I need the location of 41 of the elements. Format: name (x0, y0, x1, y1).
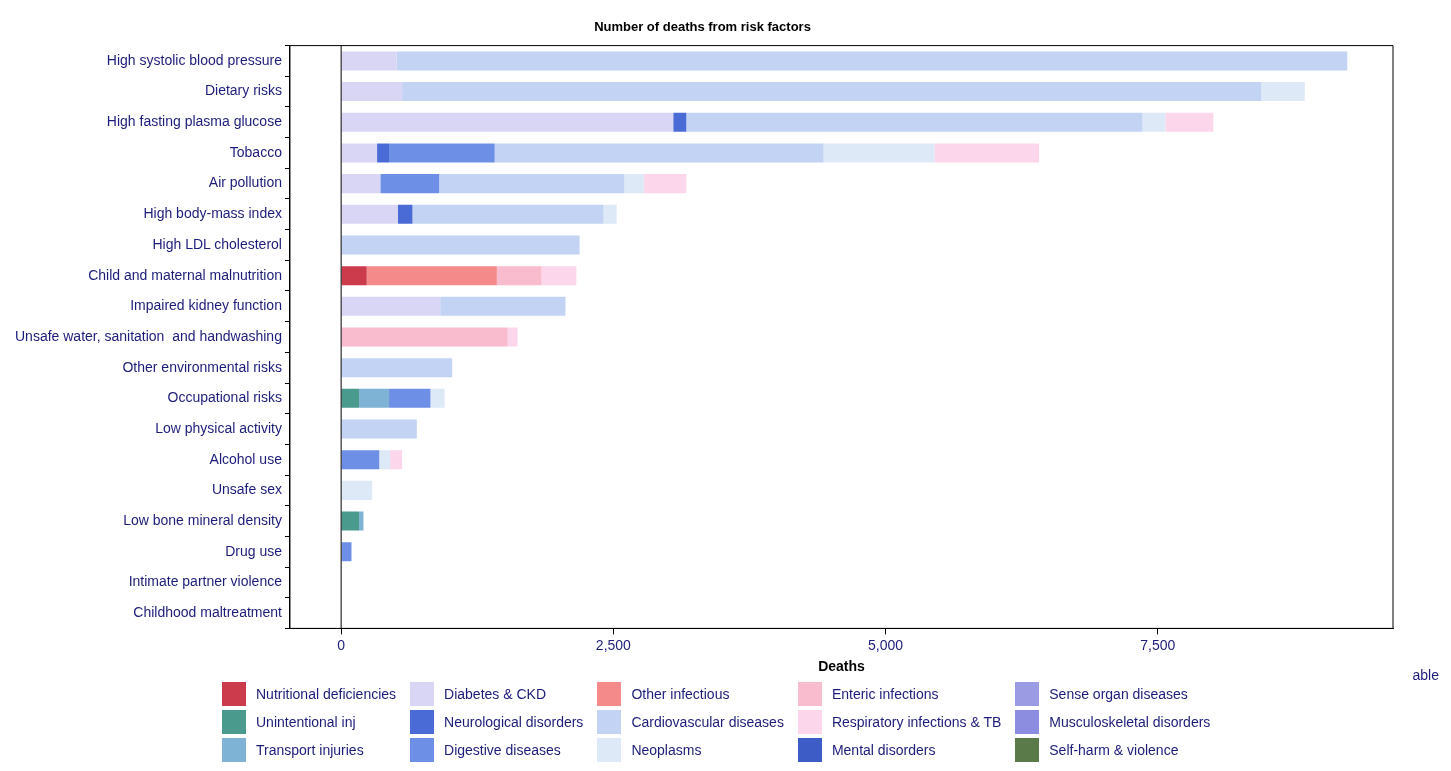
legend-label: Enteric infections (831, 686, 939, 702)
y-tick-label: Childhood maltreatment (133, 603, 283, 620)
y-tick-label: High systolic blood pressure (106, 51, 283, 68)
legend-label: Transport injuries (256, 742, 364, 758)
y-tick-label: Low physical activity (155, 419, 282, 436)
y-tick-label: Alcohol use (209, 450, 283, 467)
y-tick-label: Unsafe water, sanitation and handwashing (14, 327, 282, 344)
y-tick-label: Impaired kidney function (130, 297, 282, 314)
legend-label: Other infectious (631, 686, 730, 702)
x-tick-label: 0 (337, 636, 346, 653)
x-tick-label: 2,500 (595, 636, 632, 653)
x-tick-label: 5,000 (868, 636, 904, 653)
text: able (1412, 667, 1440, 684)
y-tick-label: Occupational risks (167, 389, 282, 406)
y-tick-label: Intimate partner violence (128, 573, 283, 590)
chart-title: Number of deaths from risk factors (594, 19, 811, 35)
y-tick-label: Child and maternal malnutrition (88, 266, 282, 283)
legend-label: Sense organ diseases (1049, 686, 1188, 702)
x-tick-label: 7,500 (1140, 636, 1176, 653)
y-tick-label: Low bone mineral density (123, 511, 282, 528)
y-tick-label: Dietary risks (204, 82, 282, 99)
legend-label: Unintentional inj (256, 714, 356, 730)
x-axis-title: Deaths (818, 658, 866, 675)
legend-label: Respiratory infections & TB (831, 714, 1002, 730)
legend-label: Self-harm & violence (1049, 742, 1179, 758)
legend-label: Diabetes & CKD (444, 686, 547, 702)
y-tick-label: High LDL cholesterol (152, 235, 282, 252)
y-tick-label: High body-mass index (143, 205, 282, 222)
y-tick-label: Other environmental risks (122, 358, 282, 375)
y-tick-label: Drug use (225, 542, 283, 559)
y-tick-label: High fasting plasma glucose (106, 113, 283, 130)
legend-label: Cardiovascular diseases (631, 714, 784, 730)
legend-label: Digestive diseases (444, 742, 561, 758)
legend-label: Nutritional deficiencies (256, 686, 397, 702)
y-tick-label: Tobacco (229, 143, 283, 160)
y-tick-label: Air pollution (208, 174, 282, 191)
y-tick-label: Unsafe sex (211, 481, 282, 498)
legend-label: Neurological disorders (444, 714, 584, 730)
legend-label: Mental disorders (831, 742, 936, 758)
legend-label: Musculoskeletal disorders (1049, 714, 1211, 730)
legend-label: Neoplasms (631, 742, 702, 758)
